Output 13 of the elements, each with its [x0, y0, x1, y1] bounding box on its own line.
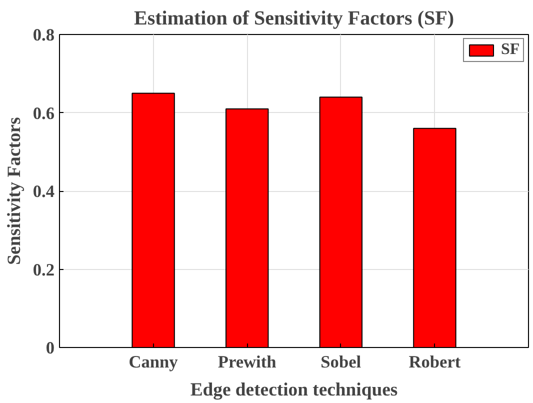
- chart-title: Estimation of Sensitivity Factors (SF): [134, 8, 454, 30]
- x-tick-label: Canny: [128, 352, 178, 372]
- y-tick-label: 0: [46, 338, 55, 358]
- x-tick-label: Sobel: [320, 352, 362, 372]
- x-tick-label: Robert: [408, 352, 461, 372]
- y-tick-label: 0.2: [32, 260, 55, 280]
- x-tick-label: Prewith: [218, 352, 277, 372]
- y-axis-title: Sensitivity Factors: [4, 117, 25, 265]
- x-axis-title: Edge detection techniques: [190, 380, 398, 400]
- legend-label: SF: [501, 41, 521, 59]
- y-tick-label: 0.8: [32, 26, 55, 44]
- y-tick-label: 0.6: [32, 104, 55, 123]
- y-tick-label: 0.4: [32, 182, 55, 201]
